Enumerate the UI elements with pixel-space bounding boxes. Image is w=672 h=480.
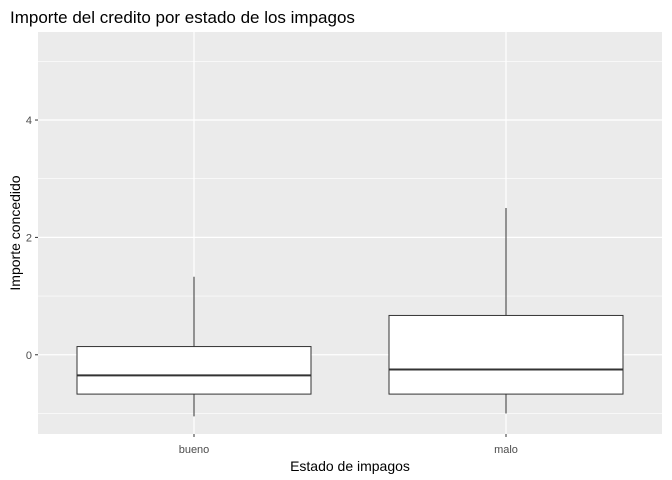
boxes [76, 208, 624, 417]
box-iqr [388, 314, 624, 395]
y-tick-label: 0 [26, 350, 32, 362]
box-iqr [76, 346, 312, 395]
y-axis-title: Importe concedido [7, 175, 23, 290]
x-tick-label: malo [494, 444, 518, 456]
chart-title: Importe del credito por estado de los im… [10, 8, 355, 27]
y-tick-label: 2 [26, 232, 32, 244]
x-axis-ticks: bueno malo [179, 434, 518, 456]
x-axis-title: Estado de impagos [290, 458, 410, 474]
minor-gridlines [38, 61, 662, 414]
y-tick-label: 4 [26, 115, 32, 127]
y-axis-ticks: 0 2 4 [26, 115, 38, 362]
x-tick-label: bueno [179, 444, 210, 456]
